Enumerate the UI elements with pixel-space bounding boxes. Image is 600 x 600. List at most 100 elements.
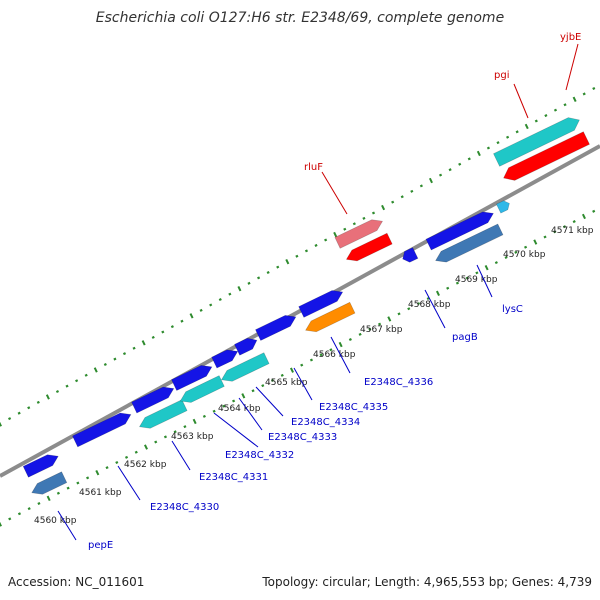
- lower-track-mark: [319, 353, 323, 357]
- lower-track-mark: [144, 444, 148, 450]
- upper-track-mark: [266, 270, 270, 275]
- lower-track-mark: [416, 302, 421, 306]
- upper-track-mark: [400, 195, 404, 199]
- lower-track-mark: [115, 460, 119, 465]
- kbp-tick-label: 4561 kbp: [79, 488, 122, 498]
- upper-track-mark: [534, 119, 538, 123]
- gene-arrow: [345, 232, 393, 262]
- gene-arrow-e2348c-4330: [131, 386, 175, 414]
- gene-label-e2348c-4331[interactable]: E2348C_4331: [199, 472, 268, 483]
- lower-track-mark: [475, 271, 479, 275]
- upper-track-mark: [122, 352, 127, 356]
- gene-label-e2348c-4330[interactable]: E2348C_4330: [150, 502, 219, 513]
- upper-track-mark: [362, 216, 366, 220]
- lower-track-mark: [446, 286, 450, 290]
- upper-track-mark: [438, 173, 443, 177]
- upper-track-mark: [161, 330, 165, 334]
- lower-track-mark: [261, 384, 265, 388]
- lower-track-mark: [368, 327, 372, 331]
- lower-track-mark: [105, 466, 109, 470]
- upper-track-mark: [0, 421, 2, 427]
- genes-layer: [22, 117, 590, 495]
- upper-track-mark: [8, 417, 12, 421]
- gene-label-pepe[interactable]: pepE: [88, 540, 113, 551]
- gene-arrow: [425, 211, 494, 251]
- upper-track-mark: [352, 222, 356, 226]
- lower-track-mark: [8, 517, 12, 521]
- lower-track-mark: [95, 470, 100, 476]
- lower-track-mark: [280, 373, 284, 377]
- lower-track-mark: [435, 290, 440, 297]
- upper-track-mark: [180, 319, 184, 323]
- lower-track-mark: [124, 455, 129, 459]
- genome-summary-text: Topology: circular; Length: 4,965,553 bp…: [261, 575, 592, 589]
- upper-track-mark: [544, 114, 548, 118]
- lower-track-mark: [202, 414, 206, 418]
- gene-label-pagb[interactable]: pagB: [452, 332, 478, 343]
- lower-track-mark: [37, 501, 41, 506]
- gene-arrow-pepe: [22, 454, 59, 478]
- leader-line-rluf: [321, 171, 348, 215]
- gene-label-e2348c-4333[interactable]: E2348C_4333: [268, 432, 337, 443]
- kbp-tick-label: 4568 kbp: [408, 300, 451, 310]
- upper-track-mark: [17, 411, 21, 415]
- upper-track-mark: [486, 146, 490, 150]
- lower-track-mark: [524, 245, 528, 249]
- upper-track-mark: [553, 108, 558, 112]
- lower-track-mark: [300, 363, 304, 367]
- leader-line-e2348c-4336: [330, 336, 351, 374]
- gene-label-e2348c-4332[interactable]: E2348C_4332: [225, 450, 294, 461]
- gene-label-rluf[interactable]: rluF: [304, 162, 323, 173]
- lower-tick-track: [0, 209, 596, 527]
- leader-line-lysc: [476, 264, 493, 298]
- gene-label-lysc[interactable]: lysC: [502, 304, 523, 315]
- upper-track-mark: [324, 238, 328, 242]
- upper-track-mark: [496, 141, 500, 145]
- upper-track-mark: [276, 265, 280, 269]
- leader-line-pgi: [513, 83, 529, 119]
- upper-track-mark: [333, 231, 338, 238]
- gene-label-yjbe[interactable]: yjbE: [560, 32, 581, 43]
- lower-track-mark: [86, 476, 90, 480]
- gene-arrow-yjbe: [503, 131, 590, 181]
- upper-track-mark: [314, 243, 318, 247]
- lower-track-mark: [192, 418, 197, 425]
- lower-track-mark: [222, 404, 226, 408]
- lower-track-mark: [387, 316, 392, 322]
- lower-track-mark: [46, 495, 51, 502]
- upper-track-mark: [285, 258, 290, 265]
- upper-track-mark: [170, 325, 174, 329]
- kbp-tick-label: 4560 kbp: [34, 516, 77, 526]
- gene-arrow-rluf: [334, 219, 383, 249]
- gene-arrow: [31, 471, 68, 495]
- kbp-tick-label: 4571 kbp: [551, 226, 594, 236]
- upper-track-mark: [228, 292, 232, 296]
- gene-arrow-pagb: [402, 247, 419, 263]
- upper-track-mark: [343, 227, 347, 231]
- gene-label-e2348c-4335[interactable]: E2348C_4335: [319, 402, 388, 413]
- lower-track-mark: [56, 491, 60, 495]
- upper-track-mark: [515, 130, 519, 134]
- lower-track-mark: [407, 307, 411, 311]
- lower-track-mark: [465, 276, 469, 280]
- upper-track-mark: [199, 308, 203, 312]
- kbp-tick-label: 4564 kbp: [218, 404, 261, 414]
- lower-track-mark: [66, 486, 70, 490]
- lower-track-mark: [163, 435, 168, 439]
- upper-track-mark: [448, 168, 452, 172]
- gene-arrow: [298, 290, 344, 318]
- gene-arrow-e2348c-4333: [211, 349, 239, 369]
- upper-track-mark: [381, 204, 386, 211]
- gene-label-e2348c-4334[interactable]: E2348C_4334: [291, 417, 360, 428]
- gene-arrow-e2348c-4332: [179, 375, 225, 403]
- gene-label-e2348c-4336[interactable]: E2348C_4336: [364, 377, 433, 388]
- upper-track-mark: [582, 92, 586, 96]
- gene-arrow: [171, 365, 213, 391]
- upper-track-mark: [524, 123, 529, 130]
- lower-track-mark: [572, 220, 576, 224]
- gene-arrow-e2348c-4335: [234, 337, 258, 356]
- lower-track-mark: [17, 512, 22, 516]
- gene-label-pgi[interactable]: pgi: [494, 70, 509, 81]
- lower-track-mark: [543, 235, 547, 239]
- kbp-tick-label: 4567 kbp: [360, 325, 403, 335]
